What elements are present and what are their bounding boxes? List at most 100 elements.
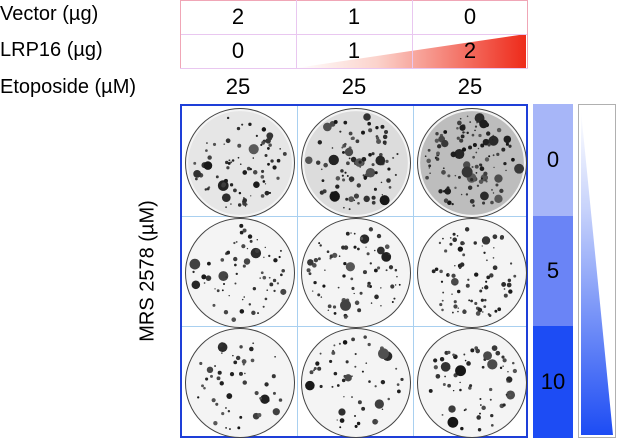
colony-dot xyxy=(460,193,463,196)
colony-dot xyxy=(245,203,248,206)
colony-dot xyxy=(243,258,251,265)
colony-dot xyxy=(332,349,334,352)
colony-dot xyxy=(479,289,483,293)
colony-dot xyxy=(465,283,470,288)
colony-dot xyxy=(194,177,198,181)
colony-dot xyxy=(492,257,495,259)
colony-dot xyxy=(338,255,341,257)
colony-dot xyxy=(490,413,494,418)
colony-dot xyxy=(385,269,388,272)
colony-dot xyxy=(440,361,451,372)
colony-dot xyxy=(353,199,356,202)
colony-dot xyxy=(472,155,475,159)
colony-dot xyxy=(225,407,227,409)
colony-dot xyxy=(342,150,345,154)
colony-dot xyxy=(354,352,357,356)
colony-dot xyxy=(221,183,226,188)
colony-dot xyxy=(225,206,227,209)
colony-dot xyxy=(476,184,480,187)
colony-dot xyxy=(452,237,456,241)
colony-dot xyxy=(273,258,278,263)
colony-dot xyxy=(342,340,348,345)
colony-dot xyxy=(343,261,347,266)
colony-dot xyxy=(480,177,483,180)
colony-dot xyxy=(386,178,391,183)
colony-dot xyxy=(456,126,459,130)
colony-dot xyxy=(482,311,484,313)
colony-dot xyxy=(189,258,201,270)
colony-dot xyxy=(459,381,461,384)
colony-dot xyxy=(350,277,354,281)
colony-dot xyxy=(367,342,371,347)
colony-dot xyxy=(270,159,274,163)
colony-plate-r2c3 xyxy=(417,218,527,328)
colony-dot xyxy=(313,257,319,263)
colony-dot xyxy=(214,288,216,290)
colony-dot xyxy=(501,147,506,152)
colony-dot xyxy=(509,262,513,265)
colony-dot xyxy=(492,154,495,157)
colony-dot xyxy=(356,421,361,426)
colony-dot xyxy=(229,183,234,187)
colony-dot xyxy=(357,201,360,205)
colony-dot xyxy=(362,174,365,177)
colony-dot xyxy=(319,384,323,389)
colony-dot xyxy=(274,355,276,358)
colony-dot xyxy=(495,183,499,187)
colony-dot xyxy=(241,244,246,249)
colony-dot xyxy=(462,253,466,257)
colony-dot xyxy=(259,396,263,400)
colony-dot xyxy=(365,246,367,248)
colony-dot xyxy=(506,380,509,383)
colony-dot xyxy=(317,140,323,145)
colony-dot xyxy=(333,344,336,347)
colony-dot xyxy=(435,157,440,161)
colony-dot xyxy=(211,398,216,403)
colony-dot xyxy=(321,179,325,183)
colony-dot xyxy=(459,117,462,120)
colony-dot xyxy=(374,249,376,252)
colony-dot xyxy=(424,155,427,158)
colony-dot xyxy=(512,361,515,365)
colony-dot xyxy=(464,227,470,232)
colony-dot xyxy=(361,156,367,162)
colony-dot xyxy=(238,191,242,195)
colony-dot xyxy=(248,144,259,155)
colony-dot xyxy=(480,143,485,148)
colony-dot xyxy=(237,203,242,207)
colony-dot xyxy=(428,167,431,169)
colony-dot xyxy=(323,122,332,132)
colony-dot xyxy=(463,353,466,356)
colony-dot xyxy=(340,169,344,173)
colony-dot xyxy=(484,298,487,302)
colony-dot xyxy=(484,157,490,162)
colony-dot xyxy=(395,367,398,370)
colony-dot xyxy=(203,386,206,390)
vector-value-3: 0 xyxy=(463,4,477,29)
colony-dot xyxy=(280,273,283,277)
colony-dot xyxy=(209,374,213,378)
colony-dot xyxy=(359,234,370,244)
colony-dot xyxy=(232,354,234,357)
colony-dot xyxy=(471,133,475,137)
colony-dot xyxy=(252,342,255,345)
colony-dot xyxy=(354,365,357,368)
colony-dot xyxy=(398,283,401,286)
colony-dot xyxy=(197,396,200,399)
colony-dot xyxy=(223,143,226,145)
colony-dot xyxy=(380,379,386,385)
colony-dot xyxy=(342,274,346,278)
colony-dot xyxy=(344,374,352,382)
colony-dot xyxy=(494,194,503,204)
colony-dot xyxy=(333,311,337,315)
colony-dot xyxy=(356,183,361,188)
colony-dot xyxy=(461,166,473,178)
colony-dot xyxy=(428,388,433,393)
colony-dot xyxy=(376,233,382,239)
colony-dot xyxy=(339,418,345,423)
colony-dot xyxy=(261,169,265,173)
colony-dot xyxy=(256,239,258,241)
colony-dot xyxy=(390,284,395,289)
colony-dot xyxy=(331,385,334,388)
colony-dot xyxy=(322,284,326,288)
